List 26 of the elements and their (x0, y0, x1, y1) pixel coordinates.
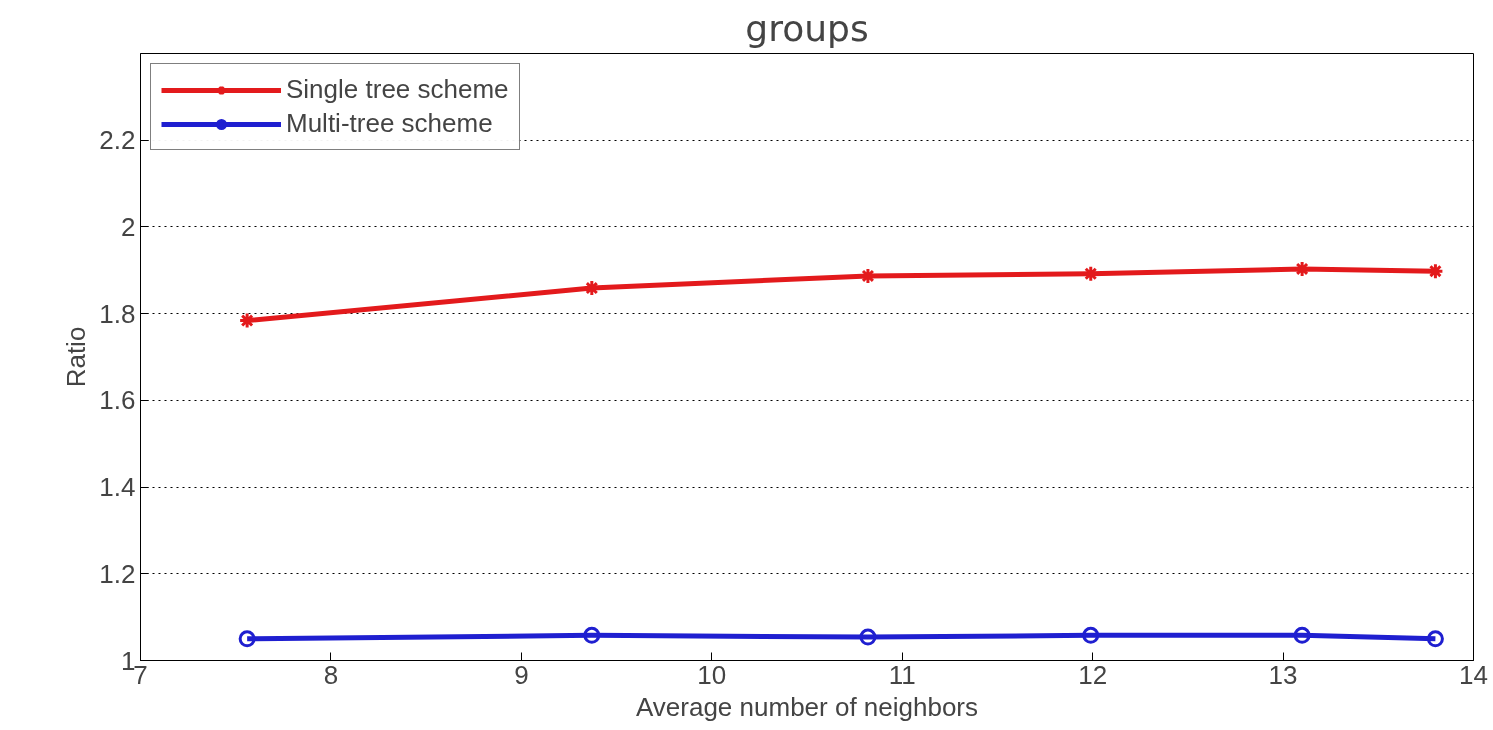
x-tick-label: 13 (1268, 659, 1298, 690)
y-axis-title: Ratio (61, 326, 92, 388)
y-tick-label: 1.8 (99, 298, 136, 329)
x-tick-label: 7 (133, 659, 148, 690)
x-tick-label: 10 (697, 659, 727, 690)
point (1082, 626, 1100, 644)
x-axis-title: Average number of neighbors (635, 691, 979, 722)
x-tick-label: 9 (514, 659, 529, 690)
y-tick-label: 1.6 (99, 385, 136, 416)
y-tick-label: 1.4 (99, 472, 136, 503)
x-tick-label: 8 (323, 659, 339, 690)
y-tick-label: 2 (121, 211, 136, 242)
point (1293, 626, 1311, 644)
x-tick-label: 11 (888, 659, 916, 690)
y-tick-label: 2.2 (99, 125, 136, 156)
x-tick-label: 12 (1078, 659, 1108, 690)
x-tick-label: 14 (1459, 659, 1488, 690)
point (859, 628, 877, 646)
point (1426, 630, 1444, 648)
chart-title: groups (745, 7, 869, 49)
point (583, 626, 601, 644)
y-tick-label: 1 (121, 645, 136, 676)
point (238, 630, 256, 648)
legend-label: Single tree scheme (286, 74, 509, 105)
y-tick-label: 1.2 (99, 558, 136, 589)
legend-label: Multi-tree scheme (286, 108, 493, 139)
